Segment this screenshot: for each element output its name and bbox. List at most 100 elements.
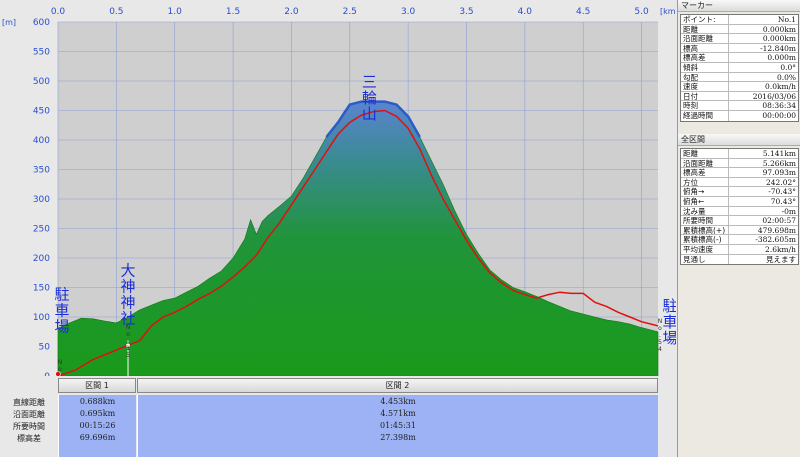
annotation-point-no1: . (59, 373, 61, 376)
annotation-parking-start: 場 (54, 317, 69, 335)
marker-key: ポイント: (681, 15, 729, 24)
all-section-key: 方位 (681, 177, 729, 187)
annotation-point-no15: 1 (126, 345, 130, 352)
annotation-point-no54: o (658, 325, 662, 332)
marker-value: 0.0% (776, 72, 796, 82)
marker-value: 0.0km/h (765, 82, 796, 91)
all-section-row: 沈み量 -0m (681, 206, 798, 217)
section-row-label: 標高差 (17, 434, 41, 443)
all-section-row: 所要時間 02:00:57 (681, 216, 798, 226)
annotation-omiwa-shrine: 神 (121, 278, 136, 296)
section-row-label: 直線距離 (13, 398, 45, 407)
annotation-omiwa-shrine: 神 (121, 294, 136, 312)
marker-table: ポイント: No.1 距離 0.000km 沿面距離 0.000km 標高 -12.840m 標… (680, 14, 799, 122)
all-section-row: 累積標高(+) 479.698m (681, 225, 798, 236)
section-1-body: 0.688km 0.695km 00:15:26 69.696m (58, 395, 136, 457)
annotation-point-no54: . (659, 332, 661, 339)
all-section-value: 479.698m (757, 225, 796, 235)
all-section-key: 標高差 (681, 168, 729, 177)
marker-key: 経過時間 (681, 110, 729, 121)
annotation-omiwa-shrine: 大 (121, 262, 136, 280)
section-1-surface-distance: 0.695km (79, 409, 116, 418)
all-section-value: 70.43° (770, 196, 796, 206)
marker-row: 標高 -12.840m (681, 43, 798, 54)
marker-value: 0.000m (767, 53, 796, 62)
section-2-elevation-diff: 27.398m (380, 433, 416, 442)
marker-key: 標高差 (681, 53, 729, 62)
y-tick-label: 0 (44, 372, 50, 376)
x-tick-label: 3.5 (459, 7, 473, 17)
annotation-parking-end: 車 (662, 313, 676, 331)
y-tick-label: 500 (33, 77, 50, 87)
all-section-row: 沿面距離 5.266km (681, 158, 798, 169)
annotation-point-no54: N (658, 318, 663, 325)
section-2-header[interactable]: 区間 2 (137, 378, 658, 393)
marker-value: -12.840m (760, 43, 796, 53)
y-tick-label: 550 (33, 48, 50, 58)
x-tick-label: 2.5 (343, 7, 357, 17)
marker-row: 沿面距離 0.000km (681, 34, 798, 44)
annotation-parking-start: 車 (54, 301, 69, 319)
all-section-value: 5.141km (762, 149, 796, 158)
y-tick-label: 300 (33, 195, 50, 205)
section-2-time: 01:45:31 (380, 421, 416, 430)
y-tick-label: 450 (33, 107, 50, 117)
annotation-point-no15: 5 (126, 352, 130, 359)
marker-value: 2016/03/06 (752, 91, 796, 101)
series-layer (55, 100, 659, 376)
all-section-value: 97.093m (762, 168, 796, 177)
marker-key: 沿面距離 (681, 34, 729, 43)
section-row-label: 沿面距離 (13, 410, 45, 419)
marker-key: 速度 (681, 82, 729, 91)
all-section-key: 累積標高(-) (681, 235, 729, 244)
marker-key: 日付 (681, 91, 729, 101)
all-section-key: 沈み量 (681, 206, 729, 216)
x-tick-label: 3.0 (401, 7, 416, 17)
start-point-marker (55, 371, 61, 376)
all-section-row: 平均速度 2.6km/h (681, 244, 798, 255)
annotation-mt-miwa: 山 (362, 105, 377, 123)
annotation-mt-miwa: 輪 (362, 89, 377, 107)
annotation-point-no54: 4 (658, 346, 662, 353)
elevation-profile-chart[interactable]: 0.00.51.01.52.02.53.03.54.04.55.0 050100… (0, 0, 676, 376)
section-2-body: 4.453km 4.571km 01:45:31 27.398m (137, 395, 658, 457)
section-row-labels: 直線距離 沿面距離 所要時間 標高差 (0, 376, 58, 457)
all-section-row: 見通し 見えます (681, 254, 798, 265)
marker-row: 距離 0.000km (681, 24, 798, 35)
marker-panel-title: マーカー (678, 0, 800, 12)
all-section-value: 5.266km (762, 158, 796, 168)
marker-row: 経過時間 00:00:00 (681, 110, 798, 121)
section-1-column[interactable]: 区間 1 0.688km 0.695km 00:15:26 69.696m (58, 376, 136, 457)
annotation-parking-end: 場 (662, 329, 676, 347)
marker-value: 08:36:34 (762, 101, 796, 110)
annotation-point-no1: N (58, 359, 63, 366)
marker-row: 速度 0.0km/h (681, 82, 798, 92)
info-panel: マーカー ポイント: No.1 距離 0.000km 沿面距離 0.000km 標高 -12.… (677, 0, 800, 457)
section-1-time: 00:15:26 (79, 421, 116, 430)
x-tick-label: 1.5 (226, 7, 240, 17)
summit-ridge-line (325, 100, 421, 138)
all-section-value: 242.02° (766, 177, 796, 187)
marker-key: 距離 (681, 24, 729, 34)
section-2-distance: 4.453km (380, 397, 416, 406)
section-1-header[interactable]: 区間 1 (58, 378, 136, 393)
all-section-key: 沿面距離 (681, 158, 729, 168)
marker-row: 傾斜 0.0° (681, 62, 798, 73)
y-tick-label: 350 (33, 166, 50, 176)
all-section-row: 距離 5.141km (681, 149, 798, 159)
all-section-key: 距離 (681, 149, 729, 158)
annotation-point-no1: o (58, 366, 62, 373)
all-section-key: 俯角→ (681, 187, 729, 196)
all-section-value: 見えます (766, 254, 796, 264)
marker-key: 標高 (681, 43, 729, 53)
all-section-key: 俯角← (681, 196, 729, 206)
all-section-key: 見通し (681, 254, 729, 265)
section-2-column[interactable]: 区間 2 4.453km 4.571km 01:45:31 27.398m (137, 376, 658, 457)
annotation-parking-start: 駐 (54, 285, 69, 303)
all-section-value: -0m (781, 206, 796, 216)
annotation-omiwa-shrine: 社 (121, 310, 136, 328)
y-tick-label: 250 (33, 225, 50, 235)
y-tick-label: 400 (33, 136, 50, 146)
all-section-row: 累積標高(-) -382.605m (681, 235, 798, 245)
marker-value: 0.0° (780, 62, 796, 72)
